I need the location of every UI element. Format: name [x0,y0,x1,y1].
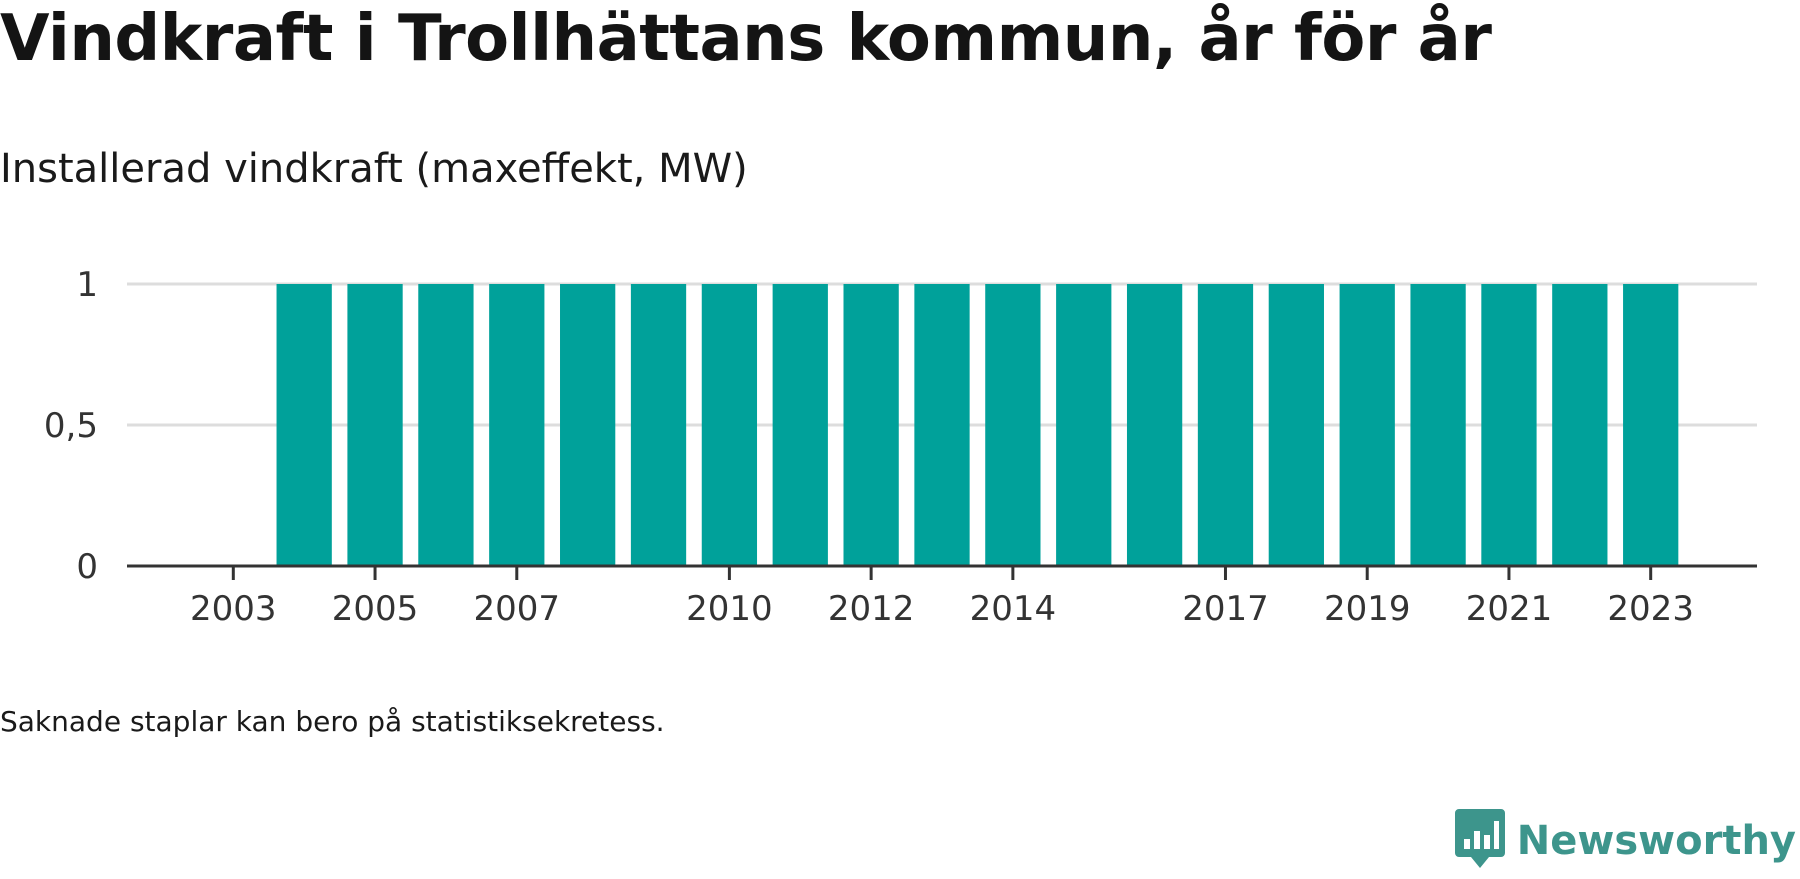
bar-2012 [843,284,899,566]
x-tick-label: 2017 [1182,589,1269,629]
bars [276,284,1679,566]
brand-name: Newsworthy [1516,818,1796,864]
newsworthy-logo: Newsworthy [1454,809,1796,873]
x-tick-label: 2014 [970,589,1057,629]
bar-2023 [1623,284,1679,566]
y-tick-label: 0,5 [44,406,98,446]
y-tick-label: 1 [76,265,98,305]
x-tick-label: 2023 [1607,589,1694,629]
x-tick-label: 2007 [474,589,561,629]
x-tick-label: 2003 [190,589,277,629]
x-tick-label: 2012 [828,589,915,629]
x-tick-label: 2021 [1466,589,1553,629]
bar-2018 [1268,284,1324,566]
bar-chart-speech-bubble-icon [1454,809,1505,873]
footnote: Saknade staplar kan bero på statistiksek… [0,705,665,738]
y-tick-label: 0 [76,547,98,587]
bar-2013 [914,284,970,566]
x-tick-label: 2010 [686,589,773,629]
bar-2004 [276,284,332,566]
bar-2020 [1410,284,1466,566]
bar-2016 [1126,284,1183,566]
bar-2007 [489,284,545,566]
bar-2019 [1339,284,1395,566]
chart-title: Vindkraft i Trollhättans kommun, år för … [0,2,1492,76]
bar-2015 [1056,284,1112,566]
bar-chart: 00,51 2003 2005 2007 2010 2012 2014 2017 2019 20… [44,265,1757,629]
bar-2014 [985,284,1041,566]
bar-2005 [347,284,403,566]
x-tick-label: 2005 [332,589,419,629]
chart-subtitle: Installerad vindkraft (maxeffekt, MW) [0,146,748,192]
x-axis-labels: 2003 2005 2007 2010 2012 2014 2017 2019 2021 2023 [190,589,1694,629]
bar-2017 [1197,284,1254,566]
bar-2008 [560,284,616,566]
bar-2009 [630,284,687,566]
bar-2011 [772,284,828,566]
bar-2010 [701,284,758,566]
bar-2022 [1552,284,1608,566]
y-axis-labels: 00,51 [44,265,98,587]
bar-2021 [1481,284,1537,566]
bar-2006 [418,284,474,566]
x-axis [127,564,1757,580]
x-tick-label: 2019 [1324,589,1411,629]
